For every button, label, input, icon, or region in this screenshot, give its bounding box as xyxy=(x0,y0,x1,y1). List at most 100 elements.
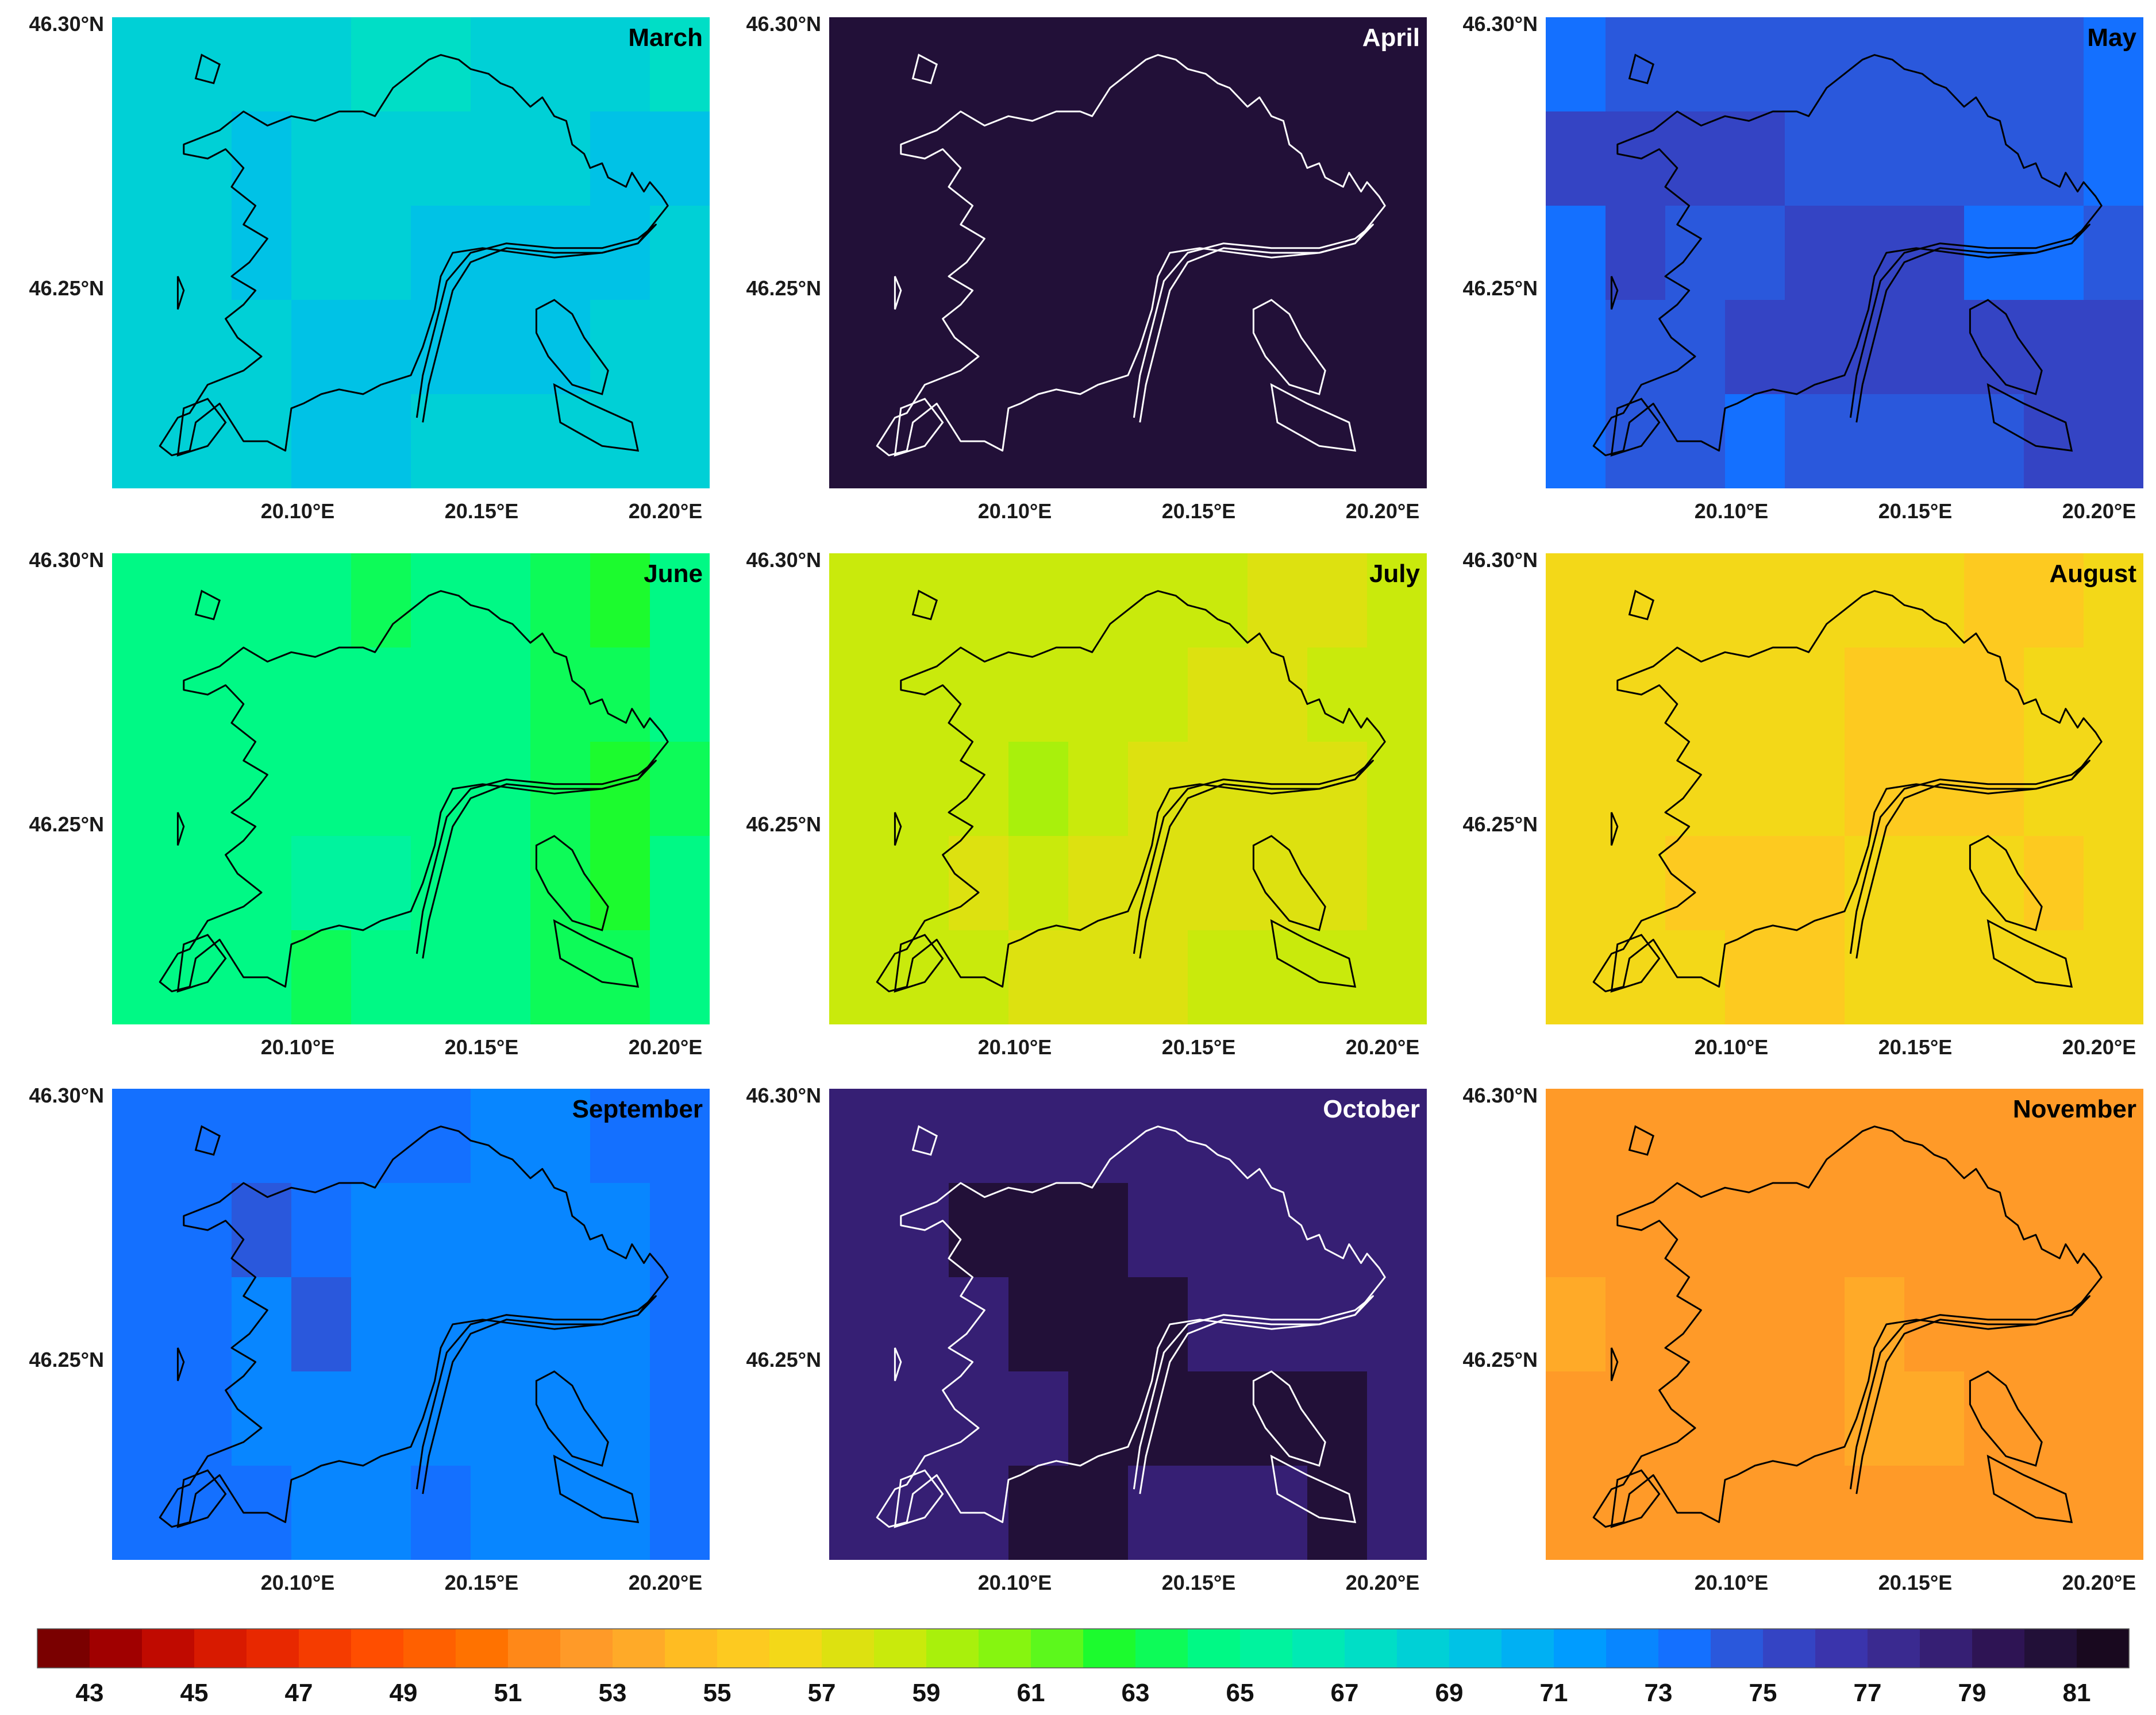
grid-cell xyxy=(232,648,291,742)
grid-cell xyxy=(1606,300,1665,394)
grid-cell xyxy=(530,836,590,930)
district-outline xyxy=(1610,276,1619,310)
district-outline xyxy=(1610,398,1661,457)
district-outline xyxy=(1270,1454,1357,1524)
grid-cell xyxy=(1845,930,1904,1024)
grid-cell xyxy=(291,1183,351,1277)
y-tick-label: 46.30°N xyxy=(746,548,821,572)
grid-cell xyxy=(471,111,530,206)
grid-cell xyxy=(1785,300,1845,394)
grid-cell xyxy=(291,930,351,1024)
x-tick-label: 20.15°E xyxy=(1162,1571,1236,1594)
y-tick-label: 46.25°N xyxy=(746,276,821,300)
grid-cell xyxy=(291,1277,351,1371)
district-outline xyxy=(1610,1347,1619,1381)
district-outline xyxy=(553,1454,640,1524)
colorbar-tick-label: 53 xyxy=(599,1679,627,1707)
grid-cell xyxy=(2084,300,2143,394)
district-outline xyxy=(1270,919,1357,988)
y-tick-label: 46.25°N xyxy=(1463,1348,1538,1371)
district-outline xyxy=(1610,1469,1661,1528)
colorbar-segment xyxy=(1920,1629,1973,1668)
grid-cell xyxy=(949,1183,1008,1277)
x-tick-label: 20.20°E xyxy=(1346,1035,1420,1059)
grid-cell xyxy=(1008,836,1068,930)
grid-cell xyxy=(2084,394,2143,488)
grid-cell xyxy=(1725,300,1785,394)
grid-cell xyxy=(351,1466,411,1560)
grid-cell xyxy=(351,742,411,836)
colorbar-tick-label: 69 xyxy=(1435,1679,1464,1707)
grid-cell xyxy=(590,930,650,1024)
grid-cell xyxy=(2024,836,2084,930)
grid-cell xyxy=(351,836,411,930)
x-tick-label: 20.10°E xyxy=(978,1571,1052,1594)
district-outline xyxy=(194,53,221,84)
grid-cell xyxy=(1785,930,1845,1024)
colorbar-tick-label: 65 xyxy=(1226,1679,1254,1707)
x-tick-label: 20.15°E xyxy=(1878,1035,1953,1059)
grid-cell xyxy=(1904,1371,1964,1466)
map-panel-september: September 46.30°N 46.25°N 20.10°E 20.15°E 20.… xyxy=(29,1084,710,1594)
grid-cell xyxy=(530,300,590,394)
grid-cell xyxy=(1785,111,1845,206)
grid-cell xyxy=(1248,1371,1307,1466)
y-tick-label: 46.30°N xyxy=(29,12,104,36)
colorbar-segment xyxy=(1031,1629,1084,1668)
x-tick-label: 20.20°E xyxy=(2062,499,2136,523)
x-tick-label: 20.15°E xyxy=(445,1571,519,1594)
colorbar-segment xyxy=(822,1629,875,1668)
river-outline xyxy=(1849,760,2090,959)
grid-cell xyxy=(1008,1183,1068,1277)
grid-cell xyxy=(411,930,471,1024)
city-boundary xyxy=(159,590,669,993)
district-outline xyxy=(1969,299,2043,395)
grid-cell xyxy=(1307,1371,1367,1466)
district-outline xyxy=(894,812,902,846)
grid-cell xyxy=(1068,1466,1128,1560)
colorbar-segment xyxy=(142,1629,195,1668)
district-outline xyxy=(1610,934,1661,993)
grid-cell xyxy=(530,553,590,648)
grid-cell xyxy=(232,1183,291,1277)
grid-cell xyxy=(232,1371,291,1466)
grid-cell xyxy=(1964,1371,2024,1466)
river-outline xyxy=(415,1295,657,1494)
x-tick-label: 20.10°E xyxy=(1695,1035,1769,1059)
grid-cell xyxy=(1128,836,1188,930)
grid-cell xyxy=(1725,206,1785,300)
grid-cell xyxy=(1725,111,1785,206)
grid-cell xyxy=(1008,1277,1068,1371)
grid-cell xyxy=(112,111,172,206)
district-outline xyxy=(176,398,227,457)
grid-cell xyxy=(1845,1277,1904,1371)
grid-cell xyxy=(2024,111,2084,206)
grid-cell xyxy=(291,1371,351,1466)
colorbar-tick-label: 47 xyxy=(285,1679,313,1707)
grid-cell xyxy=(1964,17,2024,111)
colorbar-tick-label: 63 xyxy=(1122,1679,1150,1707)
x-tick-label: 20.10°E xyxy=(978,499,1052,523)
colorbar-segment xyxy=(560,1629,613,1668)
grid-cell xyxy=(1785,836,1845,930)
grid-cell xyxy=(1546,1277,1606,1371)
colorbar-segment xyxy=(37,1629,90,1668)
colorbar-segment xyxy=(979,1629,1031,1668)
grid-cell xyxy=(2084,206,2143,300)
grid-cell xyxy=(351,17,411,111)
grid-cell xyxy=(1367,742,1427,836)
river-outline xyxy=(1133,223,1374,423)
grid-cell xyxy=(172,111,232,206)
grid-cell xyxy=(2024,648,2084,742)
panel-title: April xyxy=(1362,24,1420,52)
y-tick-label: 46.30°N xyxy=(29,548,104,572)
y-tick-label: 46.25°N xyxy=(746,812,821,836)
district-outline xyxy=(1986,1454,2073,1524)
grid-cell xyxy=(1845,206,1904,300)
district-outline xyxy=(911,589,938,621)
colorbar-segment xyxy=(874,1629,927,1668)
grid-cell xyxy=(2024,300,2084,394)
x-tick-label: 20.20°E xyxy=(629,1035,703,1059)
grid-cell xyxy=(1904,300,1964,394)
